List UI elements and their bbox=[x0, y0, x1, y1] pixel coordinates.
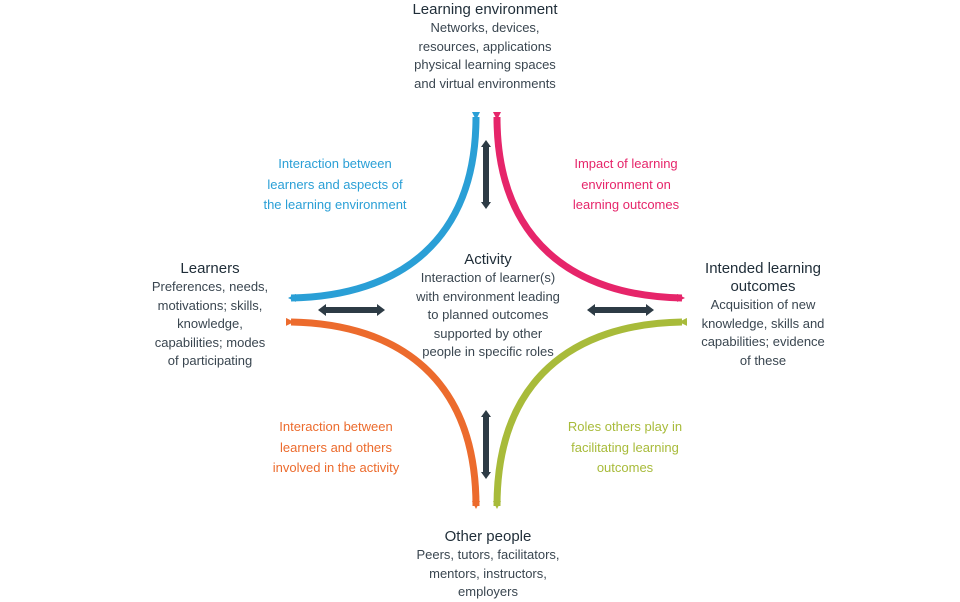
arc-pink-top-right bbox=[492, 111, 685, 302]
relation-line: the learning environment bbox=[263, 197, 407, 212]
node-line: mentors, instructors, bbox=[429, 565, 547, 581]
double-arrow-bottom bbox=[481, 410, 491, 479]
relation-label-bottom-right: Roles others play in facilitating learni… bbox=[545, 417, 705, 479]
node-line: Interaction of learner(s) bbox=[420, 270, 556, 285]
relation-line: learners and others bbox=[279, 439, 392, 455]
node-title: Other people bbox=[444, 528, 532, 545]
relation-line: involved in the activity bbox=[272, 460, 400, 475]
node-line: Acquisition of new bbox=[710, 297, 816, 312]
double-arrow-left bbox=[318, 304, 385, 316]
relation-label-top-left: Interaction between learners and aspects… bbox=[250, 154, 420, 216]
node-line: physical learning spaces bbox=[414, 57, 556, 72]
arc-blue-top-left bbox=[288, 111, 481, 302]
node-title: Intended learning bbox=[705, 260, 821, 277]
node-title: Activity bbox=[464, 251, 512, 268]
node-line: people in specific roles bbox=[422, 344, 554, 359]
relation-line: facilitating learning bbox=[571, 439, 679, 455]
node-learning-environment: Learning environment Networks, devices, … bbox=[385, 1, 585, 93]
node-line: and virtual environments bbox=[414, 75, 556, 91]
node-line: Preferences, needs, bbox=[151, 279, 269, 294]
relation-label-top-right: Impact of learning environment on learni… bbox=[551, 154, 701, 216]
node-title: Learning environment bbox=[412, 1, 558, 18]
node-line: Peers, tutors, facilitators, bbox=[416, 547, 560, 562]
relation-line: Roles others play in bbox=[567, 419, 683, 434]
node-line: of participating bbox=[167, 353, 253, 368]
relation-line: Interaction between bbox=[279, 419, 393, 434]
node-intended-learning-outcomes: Intended learning outcomes Acquisition o… bbox=[673, 260, 853, 370]
arc-green-bottom-right bbox=[493, 317, 688, 509]
node-line: employers bbox=[458, 584, 518, 599]
node-line: of these bbox=[739, 352, 787, 368]
node-line: supported by other bbox=[433, 325, 543, 341]
node-line: motivations; skills, bbox=[157, 297, 263, 313]
node-title: Learners bbox=[180, 260, 240, 277]
node-line: knowledge, skills and bbox=[701, 315, 825, 331]
node-title: outcomes bbox=[730, 278, 796, 295]
double-arrow-right bbox=[587, 304, 654, 316]
relation-label-bottom-left: Interaction between learners and others … bbox=[256, 417, 416, 479]
relation-line: Impact of learning bbox=[574, 156, 678, 171]
relation-line: learning outcomes bbox=[572, 197, 680, 212]
node-line: resources, applications bbox=[418, 38, 552, 54]
double-arrow-top bbox=[481, 140, 491, 209]
node-learners: Learners Preferences, needs, motivations… bbox=[130, 260, 290, 371]
node-line: to planned outcomes bbox=[427, 307, 549, 322]
node-activity: Activity Interaction of learner(s) with … bbox=[388, 251, 588, 362]
node-line: Networks, devices, bbox=[430, 20, 540, 35]
relation-line: learners and aspects of bbox=[267, 176, 403, 192]
relation-line: Interaction between bbox=[278, 156, 392, 171]
arc-orange-bottom-left bbox=[285, 317, 480, 509]
node-line: knowledge, bbox=[177, 316, 243, 331]
relation-line: outcomes bbox=[596, 460, 654, 475]
node-other-people: Other people Peers, tutors, facilitators… bbox=[378, 528, 598, 602]
node-line: capabilities; modes bbox=[154, 334, 266, 350]
node-line: capabilities; evidence bbox=[701, 334, 825, 349]
node-line: with environment leading bbox=[416, 288, 560, 304]
relation-line: environment on bbox=[581, 176, 671, 192]
